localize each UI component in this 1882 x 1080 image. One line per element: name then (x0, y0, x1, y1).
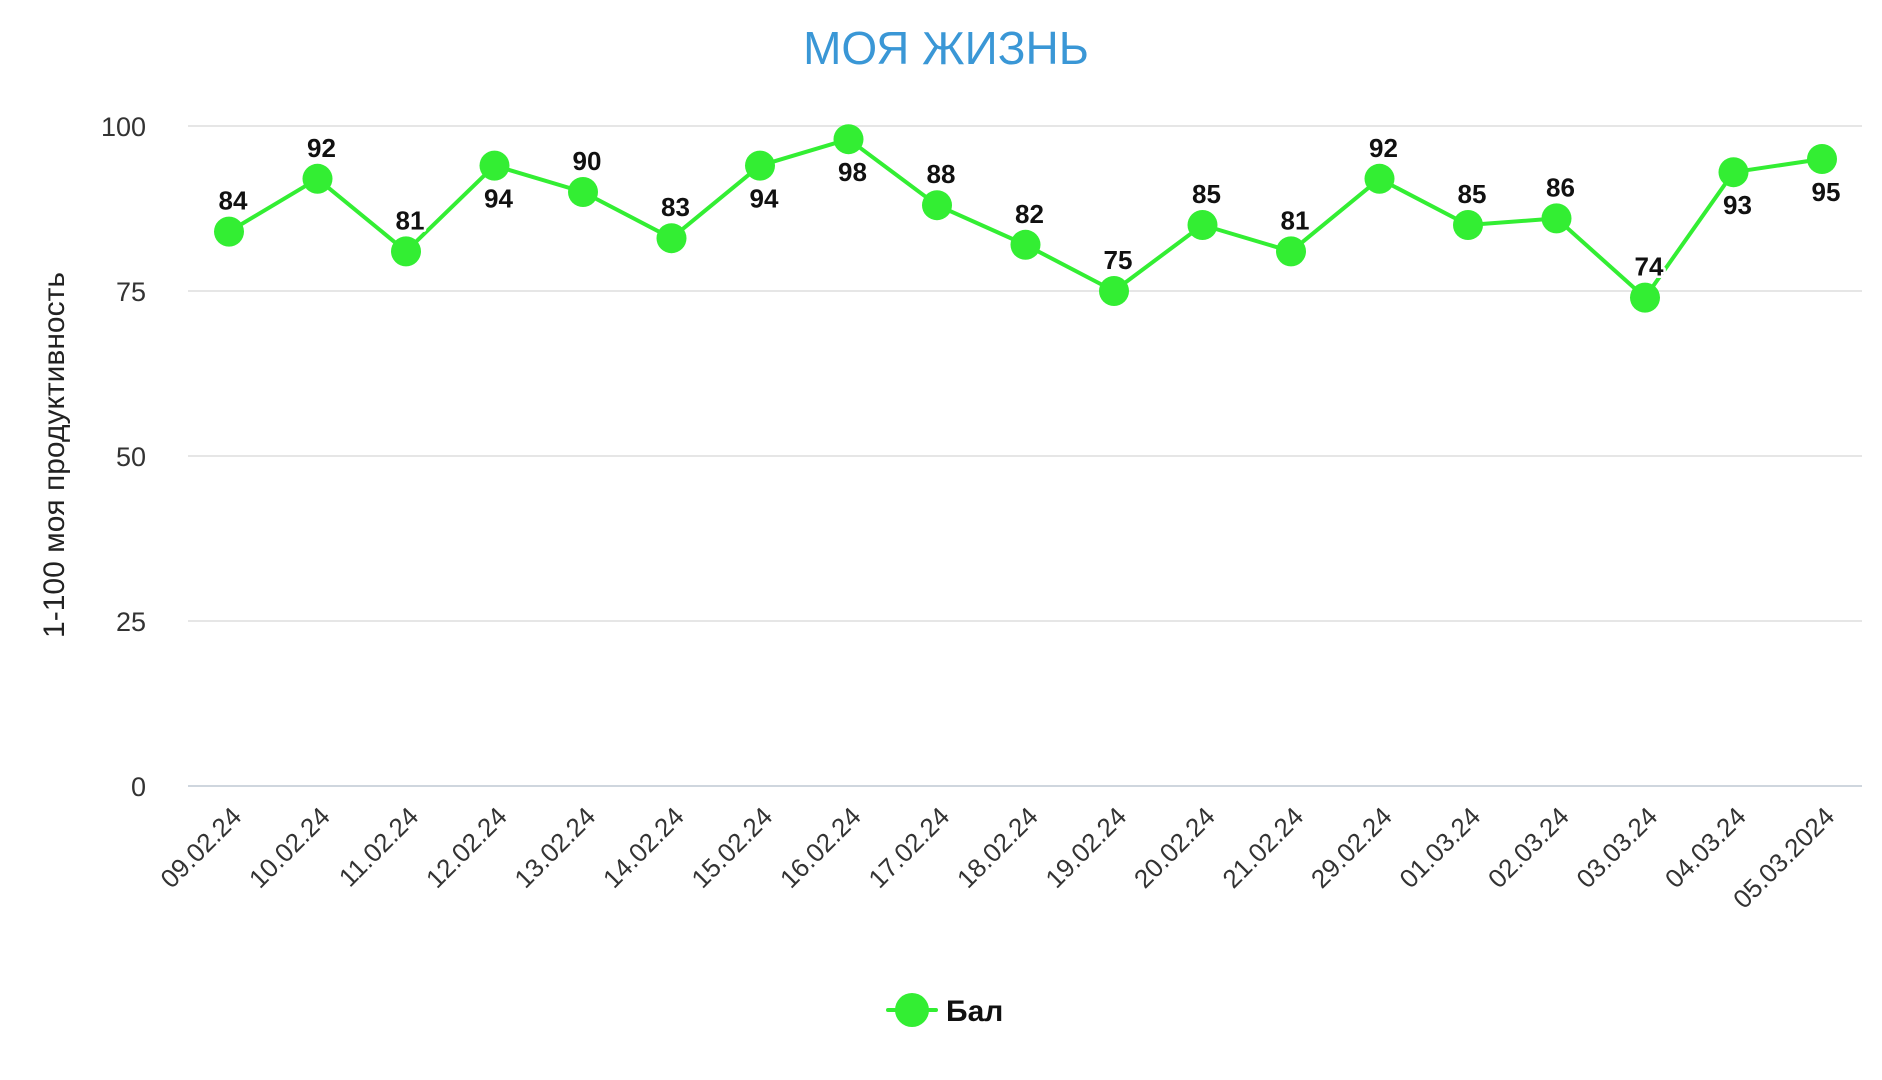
data-label: 86 (1546, 172, 1575, 202)
x-tick-label: 09.02.24 (154, 801, 247, 894)
data-label: 82 (1015, 199, 1044, 229)
data-point[interactable] (833, 124, 864, 155)
data-label: 93 (1723, 190, 1752, 220)
y-tick-label: 100 (101, 112, 146, 142)
data-point[interactable] (1541, 203, 1572, 234)
data-point[interactable] (479, 150, 510, 181)
x-tick-label: 14.02.24 (597, 801, 690, 894)
data-point[interactable] (1718, 157, 1749, 188)
data-label: 88 (927, 159, 956, 189)
data-label: 75 (1104, 245, 1133, 275)
y-axis-label: 1-100 моя продуктивность (38, 272, 71, 638)
data-label: 94 (484, 184, 513, 214)
data-point[interactable] (745, 150, 775, 181)
data-point[interactable] (302, 163, 333, 194)
y-axis-ticks: 0 25 50 75 100 (101, 112, 146, 802)
x-tick-label: 17.02.24 (862, 801, 955, 894)
data-label: 92 (307, 133, 336, 163)
data-label: 81 (1281, 205, 1310, 235)
data-label: 94 (750, 184, 779, 214)
x-tick-label: 18.02.24 (951, 801, 1044, 894)
data-point[interactable] (1010, 229, 1041, 260)
x-tick-label: 19.02.24 (1039, 801, 1132, 894)
legend-label: Бал (946, 995, 1003, 1028)
x-tick-label: 12.02.24 (420, 801, 513, 894)
data-label: 92 (1369, 133, 1398, 163)
data-label: 90 (573, 146, 602, 176)
data-point[interactable] (214, 216, 244, 247)
y-tick-label: 25 (116, 607, 146, 637)
data-label: 84 (219, 186, 248, 216)
data-point[interactable] (391, 236, 421, 267)
x-tick-label: 16.02.24 (774, 801, 867, 894)
x-tick-label: 11.02.24 (333, 801, 424, 892)
x-axis-ticks: 09.02.2410.02.2411.02.2412.02.2413.02.24… (154, 801, 1840, 914)
data-point[interactable] (1099, 276, 1129, 306)
x-tick-label: 13.02.24 (508, 801, 601, 894)
x-tick-label: 04.03.24 (1659, 801, 1752, 894)
x-tick-label: 21.02.24 (1216, 801, 1309, 894)
data-point[interactable] (1187, 210, 1218, 240)
legend-marker-icon (895, 993, 929, 1027)
data-point[interactable] (656, 223, 687, 254)
x-tick-label: 10.02.24 (243, 801, 336, 894)
data-point[interactable] (1630, 282, 1660, 313)
data-label: 85 (1192, 179, 1221, 209)
data-point[interactable] (1807, 144, 1837, 174)
x-tick-label: 02.03.24 (1482, 801, 1575, 894)
data-label: 85 (1458, 179, 1487, 209)
chart-title: МОЯ ЖИЗНЬ (803, 22, 1089, 74)
y-tick-label: 50 (116, 442, 146, 472)
data-point[interactable] (1276, 236, 1306, 267)
x-tick-label: 01.03.24 (1393, 801, 1486, 894)
gridlines (188, 125, 1862, 787)
data-point[interactable] (1364, 163, 1395, 194)
data-label: 95 (1812, 177, 1841, 207)
data-label: 98 (838, 157, 867, 187)
x-tick-label: 20.02.24 (1128, 801, 1221, 894)
data-label: 81 (396, 205, 425, 235)
x-tick-label: 03.03.24 (1570, 801, 1663, 894)
data-label: 83 (661, 192, 690, 222)
legend[interactable]: Бал (886, 993, 1003, 1028)
y-tick-label: 75 (116, 277, 146, 307)
data-point[interactable] (922, 190, 952, 221)
data-point[interactable] (1453, 210, 1483, 240)
x-tick-label: 15.02.24 (685, 801, 778, 894)
x-tick-label: 29.02.24 (1305, 801, 1398, 894)
series-layer: 84 92 81 94 90 83 94 98 88 82 75 85 81 92 85 86 74 93 95 (214, 124, 1843, 313)
data-point[interactable] (568, 177, 598, 207)
y-tick-label: 0 (131, 772, 146, 802)
data-label: 74 (1635, 252, 1664, 282)
